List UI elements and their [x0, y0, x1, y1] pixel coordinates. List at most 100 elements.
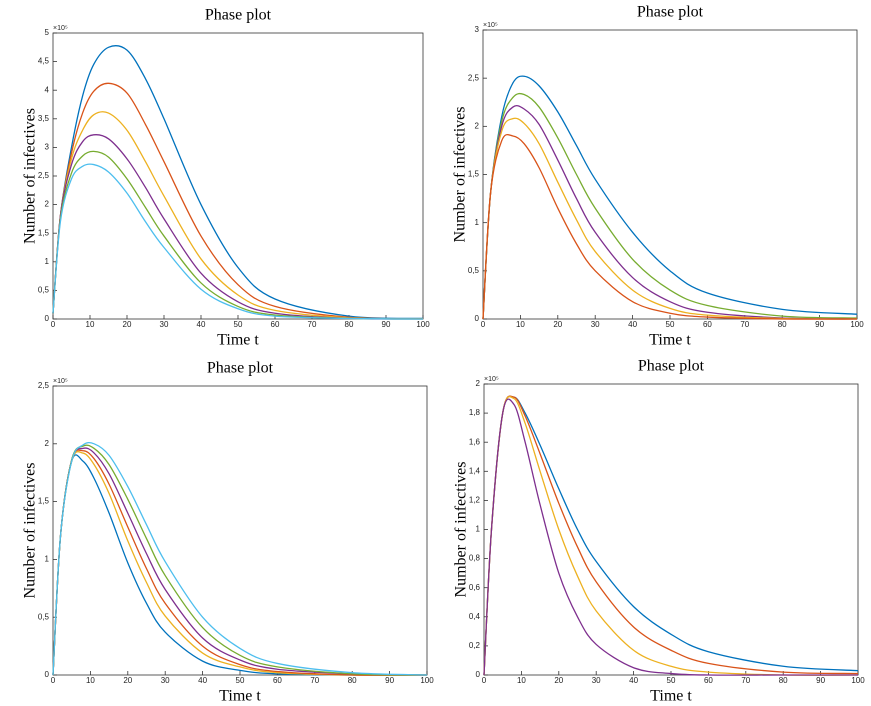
y-tick-label: 0,5	[38, 286, 50, 295]
y-tick-label: 0	[45, 314, 50, 323]
x-tick-label: 30	[592, 676, 601, 685]
subplot-title: Phase plot	[637, 4, 704, 21]
y-tick-label: 3	[475, 25, 480, 34]
x-tick-label: 60	[704, 676, 713, 685]
subplot: Phase plot Time t Number of infectives ×10⁵…	[452, 4, 865, 349]
x-tick-label: 10	[86, 320, 95, 329]
x-tick-label: 70	[740, 320, 749, 329]
y-tick-label: 1	[45, 555, 50, 564]
y-axis-label: Number of infectives	[453, 462, 470, 598]
x-tick-label: 0	[51, 676, 56, 685]
x-tick-label: 80	[345, 320, 354, 329]
y-tick-label: 0,2	[469, 641, 481, 650]
x-tick-label: 40	[628, 320, 637, 329]
axis-multiplier: ×10⁵	[484, 376, 499, 383]
x-tick-label: 100	[850, 320, 864, 329]
y-tick-label: 2	[45, 439, 50, 448]
y-tick-label: 2	[475, 121, 480, 130]
x-tick-label: 50	[236, 676, 245, 685]
x-tick-label: 10	[86, 676, 95, 685]
y-tick-label: 1,8	[469, 408, 481, 417]
y-tick-label: 1	[475, 218, 480, 227]
y-tick-label: 3,5	[38, 114, 50, 123]
y-axis-label: Number of infectives	[22, 463, 39, 599]
subplot-title: Phase plot	[638, 358, 705, 375]
y-tick-label: 1	[476, 525, 481, 534]
y-tick-label: 5	[45, 28, 50, 37]
x-tick-label: 90	[385, 676, 394, 685]
x-tick-label: 70	[310, 676, 319, 685]
y-axis-label: Number of infectives	[452, 107, 469, 243]
x-tick-label: 20	[123, 676, 132, 685]
x-tick-label: 20	[123, 320, 132, 329]
x-tick-label: 40	[629, 676, 638, 685]
y-tick-label: 0	[475, 314, 480, 323]
x-tick-label: 0	[51, 320, 56, 329]
y-tick-label: 1,2	[469, 496, 481, 505]
x-tick-label: 80	[348, 676, 357, 685]
y-tick-label: 0	[476, 670, 481, 679]
x-axis-label: Time t	[650, 688, 692, 705]
y-tick-label: 1,6	[469, 437, 481, 446]
series-line	[52, 82, 424, 320]
series-line	[482, 117, 858, 320]
x-tick-label: 30	[591, 320, 600, 329]
subplot: Phase plot Time t Number of infectives ×10⁵…	[22, 360, 435, 705]
y-tick-label: 0,6	[469, 583, 481, 592]
x-tick-label: 30	[160, 320, 169, 329]
y-axis-label: Number of infectives	[22, 108, 39, 244]
y-tick-label: 2	[45, 200, 50, 209]
x-tick-label: 90	[382, 320, 391, 329]
y-tick-label: 0	[45, 670, 50, 679]
series-line	[482, 75, 858, 320]
series-line	[482, 133, 858, 320]
subplot-title: Phase plot	[207, 360, 274, 377]
y-tick-label: 2	[476, 379, 481, 388]
axis-multiplier: ×10⁵	[483, 22, 498, 29]
series-line	[483, 398, 858, 676]
y-tick-label: 1,4	[469, 466, 481, 475]
y-tick-label: 1,5	[38, 228, 50, 237]
y-tick-label: 0,8	[469, 554, 481, 563]
plot-area	[482, 29, 858, 320]
series-line	[52, 163, 424, 320]
x-tick-label: 20	[553, 320, 562, 329]
y-tick-label: 0,4	[469, 612, 481, 621]
x-tick-label: 60	[271, 320, 280, 329]
plot-area	[52, 32, 424, 320]
x-tick-label: 50	[667, 676, 676, 685]
plot-area	[483, 383, 859, 676]
series-line	[482, 104, 858, 320]
x-tick-label: 60	[273, 676, 282, 685]
series-line	[52, 134, 424, 320]
x-tick-label: 50	[234, 320, 243, 329]
y-tick-label: 0,5	[38, 612, 50, 621]
x-tick-label: 100	[851, 676, 865, 685]
y-tick-label: 2,5	[38, 381, 50, 390]
axis-multiplier: ×10⁵	[53, 378, 68, 385]
x-tick-label: 10	[516, 320, 525, 329]
series-line	[52, 441, 428, 676]
x-axis-label: Time t	[649, 332, 691, 349]
x-axis-label: Time t	[217, 332, 259, 349]
y-tick-label: 4	[45, 85, 50, 94]
x-tick-label: 10	[517, 676, 526, 685]
series-line	[52, 45, 424, 320]
x-tick-label: 100	[420, 676, 434, 685]
x-tick-label: 80	[778, 320, 787, 329]
x-tick-label: 90	[815, 320, 824, 329]
subplot: Phase plot Time t Number of infectives ×10⁵…	[22, 7, 431, 349]
x-axis-label: Time t	[219, 688, 261, 705]
x-tick-label: 70	[741, 676, 750, 685]
subplot-title: Phase plot	[205, 7, 272, 24]
series-line	[52, 111, 424, 320]
series-line	[52, 150, 424, 320]
plot-area	[52, 385, 428, 676]
x-tick-label: 90	[816, 676, 825, 685]
subplot: Phase plot Time t Number of infectives ×10⁵…	[453, 358, 866, 705]
series-line	[482, 92, 858, 320]
x-tick-label: 20	[554, 676, 563, 685]
y-tick-label: 1,5	[38, 497, 50, 506]
